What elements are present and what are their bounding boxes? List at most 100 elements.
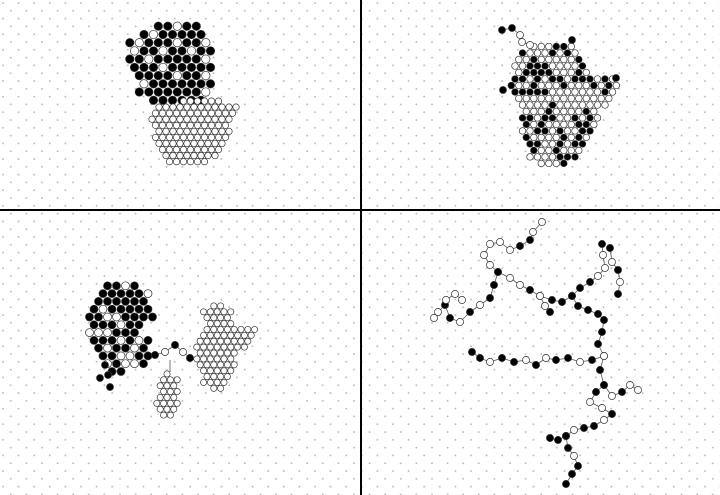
black-particle — [586, 127, 594, 135]
white-particle — [206, 331, 214, 339]
black-particle — [560, 159, 568, 168]
white-particle — [211, 127, 219, 135]
white-particle — [201, 71, 211, 81]
white-particle — [130, 359, 139, 369]
black-particle — [601, 75, 609, 83]
black-particle — [171, 341, 179, 349]
white-particle — [552, 107, 560, 116]
white-particle — [516, 281, 524, 289]
black-particle — [614, 266, 622, 274]
black-particle — [578, 140, 587, 148]
white-particle — [526, 75, 534, 83]
white-particle — [217, 302, 225, 310]
white-particle — [116, 336, 126, 345]
black-particle — [130, 297, 139, 306]
black-particle — [526, 140, 534, 148]
white-particle — [193, 158, 202, 166]
white-particle — [134, 336, 144, 345]
black-particle — [533, 75, 542, 83]
black-particle — [571, 140, 579, 148]
white-particle — [172, 38, 182, 48]
white-particle — [548, 62, 557, 70]
white-particle — [552, 55, 560, 64]
white-particle — [486, 261, 494, 269]
white-particle — [506, 246, 514, 254]
white-particle — [166, 388, 174, 396]
white-particle — [526, 49, 534, 57]
white-particle — [634, 386, 642, 394]
black-particle — [586, 278, 594, 286]
white-particle — [162, 139, 170, 148]
white-particle — [476, 301, 484, 309]
black-particle — [614, 290, 622, 298]
black-particle — [586, 114, 594, 122]
black-particle — [134, 71, 144, 81]
white-particle — [165, 158, 174, 166]
white-particle — [582, 133, 590, 142]
white-particle — [560, 120, 568, 129]
white-particle — [545, 133, 553, 142]
black-particle — [494, 268, 502, 276]
white-particle — [204, 103, 212, 111]
black-particle — [575, 133, 583, 142]
black-particle — [498, 354, 506, 362]
white-particle — [213, 331, 221, 339]
white-particle — [541, 49, 549, 57]
white-particle — [221, 133, 230, 141]
black-particle — [533, 62, 542, 70]
white-particle — [530, 133, 538, 142]
black-particle — [586, 75, 594, 83]
white-particle — [179, 97, 188, 105]
white-particle — [213, 367, 221, 375]
white-particle — [158, 121, 167, 129]
black-particle — [125, 38, 135, 48]
black-particle — [121, 312, 130, 322]
white-particle — [227, 308, 235, 316]
black-particle — [134, 304, 144, 314]
white-particle — [548, 127, 557, 135]
white-particle — [223, 361, 231, 369]
white-particle — [590, 107, 598, 116]
black-particle — [545, 68, 553, 77]
white-particle — [537, 81, 545, 90]
white-particle — [172, 71, 182, 81]
white-particle — [163, 393, 171, 401]
white-particle — [169, 115, 177, 123]
white-particle — [552, 133, 560, 142]
black-particle — [172, 54, 182, 64]
white-particle — [160, 388, 168, 396]
white-particle — [612, 81, 620, 90]
white-particle — [217, 373, 225, 381]
black-particle — [511, 88, 519, 96]
black-particle — [139, 343, 148, 353]
black-particle — [104, 371, 112, 379]
white-particle — [206, 367, 214, 375]
white-particle — [518, 127, 527, 135]
black-particle — [499, 86, 507, 94]
white-particle — [451, 290, 459, 298]
white-particle — [586, 398, 594, 406]
white-particle — [597, 94, 605, 103]
white-particle — [170, 382, 178, 390]
white-particle — [251, 325, 259, 333]
white-particle — [162, 115, 170, 123]
white-particle — [533, 101, 542, 109]
white-particle — [166, 399, 174, 407]
white-particle — [552, 81, 560, 90]
white-particle — [594, 272, 602, 280]
white-particle — [85, 328, 94, 337]
white-particle — [218, 139, 226, 148]
white-particle — [515, 55, 523, 64]
white-particle — [163, 405, 171, 413]
white-particle — [533, 153, 542, 161]
white-particle — [575, 81, 583, 90]
white-particle — [522, 55, 530, 64]
white-particle — [94, 328, 103, 337]
white-particle — [200, 121, 209, 129]
black-particle — [134, 351, 144, 361]
white-particle — [197, 127, 205, 135]
white-particle — [172, 21, 182, 31]
white-particle — [217, 325, 225, 333]
white-particle — [129, 46, 140, 56]
white-particle — [190, 115, 198, 123]
